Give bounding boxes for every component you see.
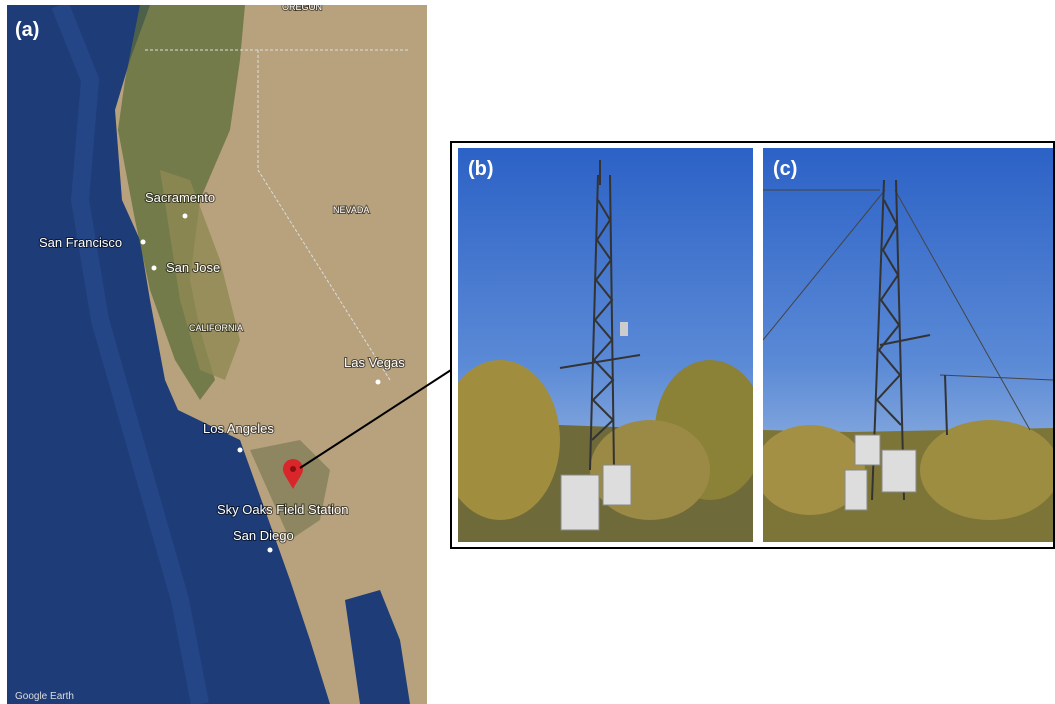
state-label: NEVADA <box>333 205 369 215</box>
photo: (c) <box>755 148 1055 542</box>
state-label: CALIFORNIA <box>189 323 243 333</box>
place-label: Sacramento <box>145 190 215 205</box>
place-label: San Francisco <box>39 235 122 250</box>
page: OREGON NEVADA CALIFORNIA Sacramento San … <box>0 0 1055 704</box>
panel-label: (b) <box>468 158 494 180</box>
credit: Google Earth <box>15 691 74 702</box>
figure: OREGON NEVADA CALIFORNIA Sacramento San … <box>0 0 1055 704</box>
map: OREGON NEVADA CALIFORNIA Sacramento San … <box>7 2 427 704</box>
place-label: Los Angeles <box>203 421 274 436</box>
place-label: San Diego <box>233 528 294 543</box>
place-label: Sky Oaks Field Station <box>217 502 349 517</box>
state-label: OREGON <box>282 2 322 12</box>
panel-label: (a) <box>15 19 39 41</box>
place-label: Las Vegas <box>344 355 405 370</box>
place-label: San Jose <box>166 260 220 275</box>
panel-label: (c) <box>773 158 797 180</box>
photo: (b) <box>440 148 765 542</box>
